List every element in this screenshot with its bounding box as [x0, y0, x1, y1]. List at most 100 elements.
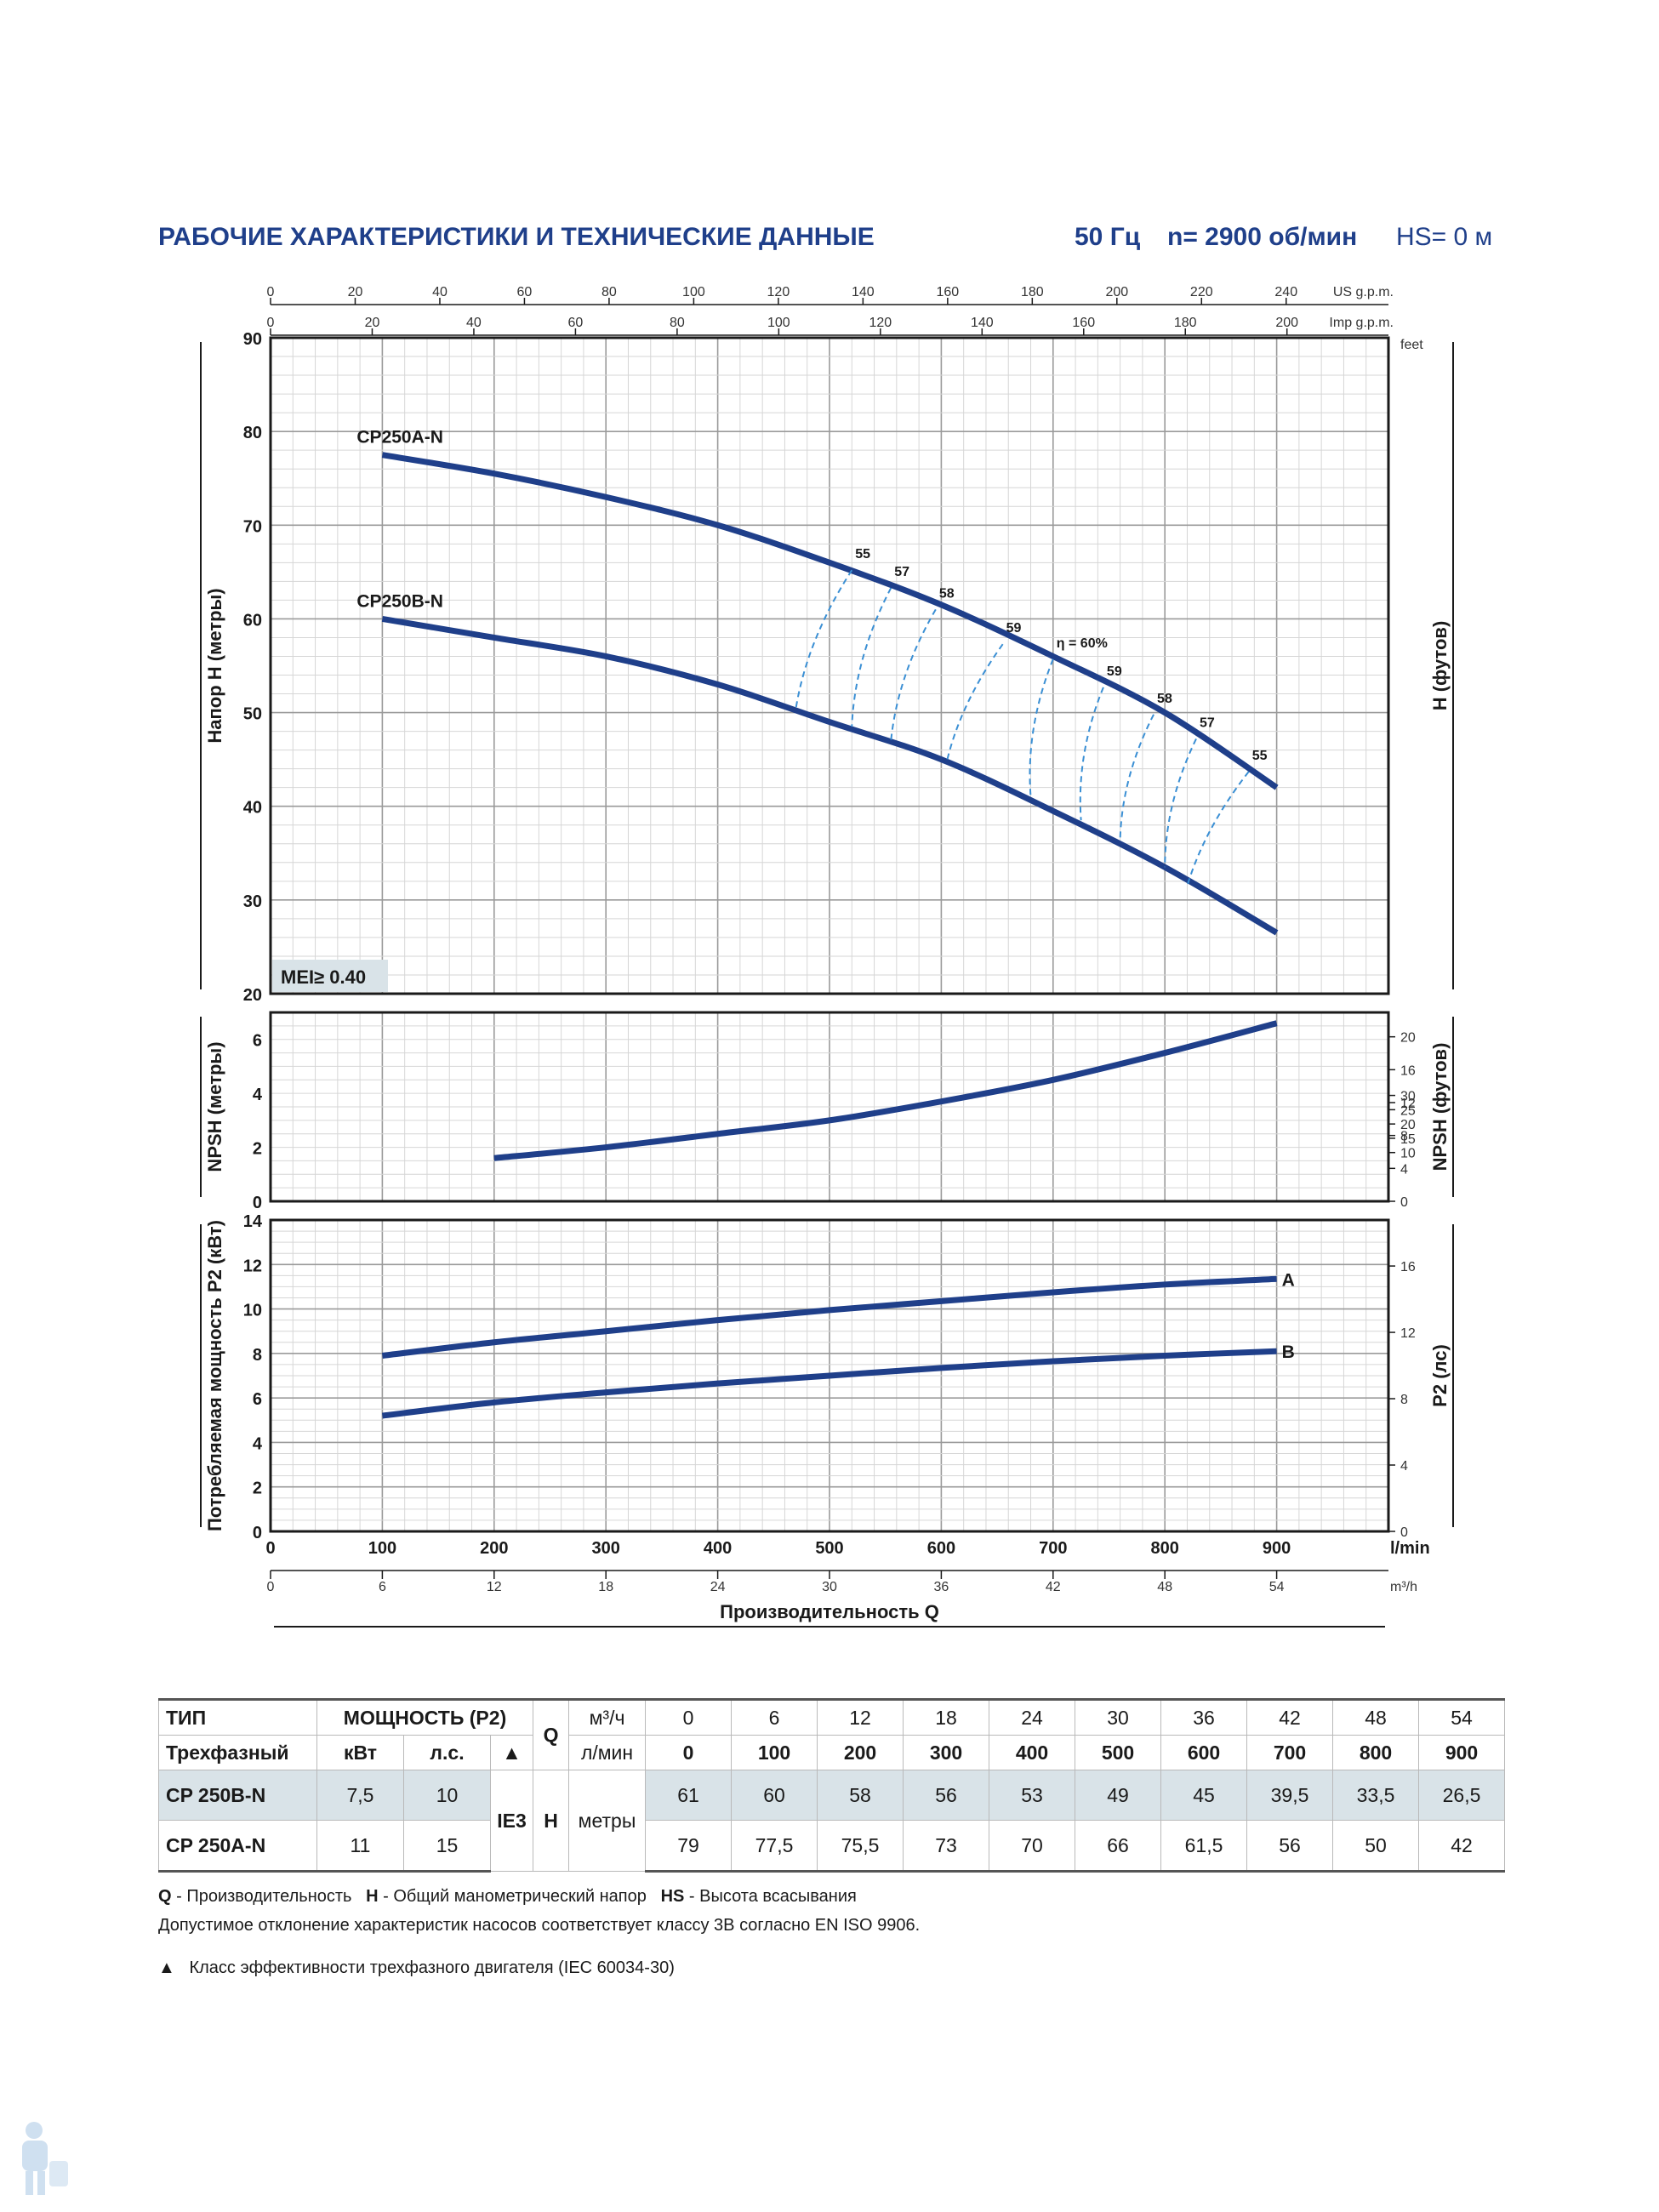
imp-gpm-tick: 60: [568, 316, 584, 330]
y-right-tick-label: 0: [1400, 1195, 1408, 1210]
y-right-tick-label: 16: [1400, 1260, 1416, 1274]
y-tick-label: 20: [243, 986, 262, 1005]
y-tick-label: 60: [243, 611, 262, 630]
header-m3h: м³/ч: [568, 1698, 647, 1736]
y-right-axis-title: P2 (лс): [1429, 1344, 1451, 1407]
efficiency-label: 55: [855, 547, 870, 562]
head-cell: 49: [1075, 1770, 1162, 1821]
efficiency-line: [890, 608, 937, 741]
q-m3h-cell: 24: [989, 1698, 1076, 1736]
us-gpm-tick: 160: [936, 285, 959, 299]
head-cell: 53: [989, 1770, 1076, 1821]
q-desc: - Производительность: [171, 1887, 352, 1906]
head-cell: 39,5: [1246, 1770, 1334, 1821]
model-cell: CP 250A-N: [158, 1820, 317, 1873]
table-row: CP 250B-N 7,5 10 IE3 H метры 61 60 58 56…: [158, 1770, 1506, 1872]
efficiency-line: [945, 643, 1004, 762]
npsh-chart-grid: [269, 1011, 1390, 1203]
y-tick-label: 90: [243, 330, 262, 349]
table-row: CP 250A-N 11 15 79 77,5 75,5 73 70 66 61…: [158, 1820, 1506, 1873]
efficiency-label: 59: [1107, 664, 1122, 679]
header-three-phase: Трехфазный: [158, 1735, 317, 1770]
efficiency-line: [1079, 687, 1104, 821]
x-tick-label: 200: [480, 1539, 508, 1558]
m3h-tick-label: 54: [1269, 1580, 1285, 1594]
ie-note: ▲ Класс эффективности трехфазного двигат…: [158, 1958, 675, 1978]
q-lmin-cell: 600: [1160, 1735, 1248, 1770]
header-type: ТИП: [158, 1698, 317, 1736]
x-tick-label: 300: [592, 1539, 620, 1558]
efficiency-line: [851, 587, 892, 727]
y-right-tick-label: 8: [1400, 1393, 1408, 1407]
y-right-tick-label: 0: [1400, 1525, 1408, 1540]
q-lmin-cell: 100: [731, 1735, 818, 1770]
table-header-row: Трехфазный кВт л.с. ▲ л/мин 0 100 200 30…: [158, 1735, 1506, 1770]
mascot-logo-icon: [22, 2122, 68, 2195]
head-chart-grid: [269, 336, 1390, 995]
q-m3h-cell: 54: [1418, 1698, 1506, 1736]
q-lmin-cell: 0: [645, 1735, 733, 1770]
q-m3h-cell: 18: [903, 1698, 990, 1736]
hp-cell: 15: [403, 1820, 491, 1873]
header-power: МОЩНОСТЬ (P2): [316, 1698, 534, 1736]
y-tick-label: 50: [243, 705, 262, 724]
x-tick-label: 100: [368, 1539, 396, 1558]
q-lmin-cell: 900: [1418, 1735, 1506, 1770]
m3h-unit-label: m³/h: [1390, 1580, 1417, 1594]
efficiency-label: 57: [1200, 715, 1215, 730]
power-curve-a: [381, 1275, 1277, 1359]
head-cell: 50: [1332, 1820, 1420, 1873]
head-cell: 33,5: [1332, 1770, 1420, 1821]
us-gpm-tick: 20: [348, 285, 363, 299]
efficiency-label: 58: [939, 586, 955, 601]
y-tick-label: 2: [253, 1140, 262, 1159]
head-cell: 73: [903, 1820, 990, 1873]
y-tick-label: 80: [243, 424, 262, 442]
us-gpm-tick: 100: [682, 285, 705, 299]
imp-gpm-tick: 100: [767, 316, 790, 330]
suction-head-label: HS= 0 м: [1396, 223, 1493, 251]
us-gpm-tick: 40: [432, 285, 448, 299]
imp-gpm-tick: 120: [869, 316, 892, 330]
y-tick-label: 6: [253, 1390, 262, 1409]
x-tick-label: 500: [815, 1539, 843, 1558]
y-tick-label: 40: [243, 799, 262, 818]
kw-cell: 11: [316, 1820, 404, 1873]
imp-gpm-tick: 180: [1174, 316, 1197, 330]
y-right-tick-label: 12: [1400, 1097, 1416, 1111]
x-tick-label: 0: [265, 1539, 275, 1558]
head-curve-b: [381, 615, 1279, 936]
imp-gpm-tick: 80: [670, 316, 685, 330]
head-cell: 61: [645, 1770, 733, 1821]
head-cell: 79: [645, 1820, 733, 1873]
y-right-tick-label: 20: [1400, 1118, 1416, 1132]
y-right-tick-label: 8: [1400, 1130, 1408, 1144]
head-cell: 60: [731, 1770, 818, 1821]
head-cell: 26,5: [1418, 1770, 1506, 1821]
imp-gpm-tick: 0: [267, 316, 275, 330]
y-tick-label: 2: [253, 1479, 262, 1498]
x-tick-label: 900: [1263, 1539, 1291, 1558]
header-kw: кВт: [316, 1735, 404, 1770]
y-right-tick-label: 12: [1400, 1326, 1416, 1341]
y-right-tick-label: 20: [1400, 1031, 1416, 1046]
h-key: H: [366, 1887, 379, 1906]
imp-gpm-tick: 160: [1072, 316, 1095, 330]
efficiency-label: 59: [1006, 621, 1022, 636]
x-unit-label: l/min: [1390, 1539, 1430, 1558]
imp-gpm-tick: 200: [1275, 316, 1298, 330]
head-curve-a: [381, 452, 1279, 790]
x-tick-label: 700: [1039, 1539, 1067, 1558]
efficiency-line: [1119, 714, 1154, 840]
efficiency-label: 58: [1157, 692, 1172, 706]
y-right-tick-label: 16: [1400, 1063, 1416, 1078]
us-gpm-tick: 180: [1021, 285, 1044, 299]
q-m3h-cell: 6: [731, 1698, 818, 1736]
header-lmin: л/мин: [568, 1735, 647, 1770]
m3h-tick-label: 0: [267, 1580, 275, 1594]
y-right-tick-label: 25: [1400, 1103, 1416, 1118]
series-label: B: [1282, 1343, 1295, 1362]
m3h-tick-label: 48: [1157, 1580, 1172, 1594]
y-right-tick-label: 4: [1400, 1162, 1408, 1177]
feet-unit: feet: [1400, 338, 1423, 352]
